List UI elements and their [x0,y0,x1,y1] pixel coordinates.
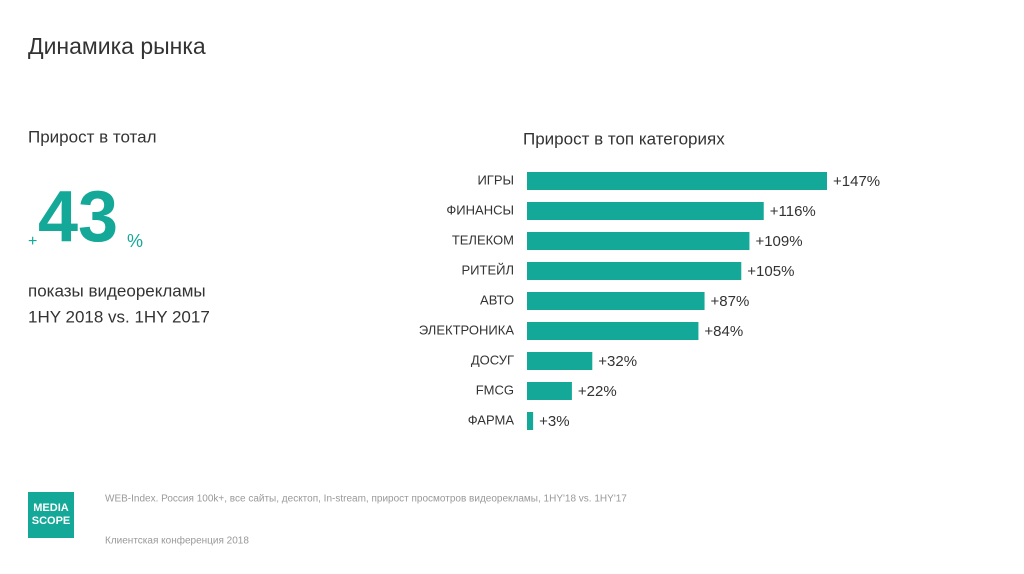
big-prefix: + [28,233,37,250]
footer-event: Клиентская конференция 2018 [105,535,249,547]
value-label: +116% [770,203,816,220]
category-label: ИГРЫ [477,172,514,187]
bar [527,202,764,220]
bar [527,412,534,430]
category-label: ДОСУГ [471,352,514,367]
bar-chart: ИГРЫ +147% ФИНАНСЫ +116% ТЕЛЕКОМ +109% РИТЕЙЛ +… [419,172,880,430]
value-label: +22% [578,383,617,400]
bar [527,382,572,400]
category-label: ФАРМА [468,412,515,427]
caption-line: показы видеорекламы [28,281,206,300]
bar [527,352,593,370]
category-label: ЭЛЕКТРОНИКА [419,322,514,337]
value-label: +32% [598,353,637,370]
caption-line: 1HY 2018 vs. 1HY 2017 [28,307,210,326]
value-label: +3% [539,413,569,430]
logo-text: SCOPE [32,515,71,527]
category-label: ФИНАНСЫ [446,202,514,217]
logo [28,492,74,538]
category-label: ТЕЛЕКОМ [452,232,514,247]
bar [527,292,705,310]
category-label: FMCG [476,382,514,397]
slide-title: Динамика рынка [28,33,206,59]
value-label: +84% [704,323,743,340]
bar [527,232,750,250]
value-label: +87% [711,293,750,310]
big-suffix: % [127,231,143,251]
category-label: АВТО [480,292,514,307]
logo-text: MEDIA [33,502,69,514]
bar [527,172,827,190]
left-heading: Прирост в тотал [28,127,157,146]
value-label: +147% [833,173,880,190]
category-label: РИТЕЙЛ [461,262,514,277]
bar [527,262,742,280]
big-number: 43 [38,177,118,257]
value-label: +105% [747,263,794,280]
chart-title: Прирост в топ категориях [523,129,725,148]
bar [527,322,699,340]
value-label: +109% [755,233,802,250]
footer-source: WEB-Index. Россия 100k+, все сайты, деск… [105,494,627,505]
